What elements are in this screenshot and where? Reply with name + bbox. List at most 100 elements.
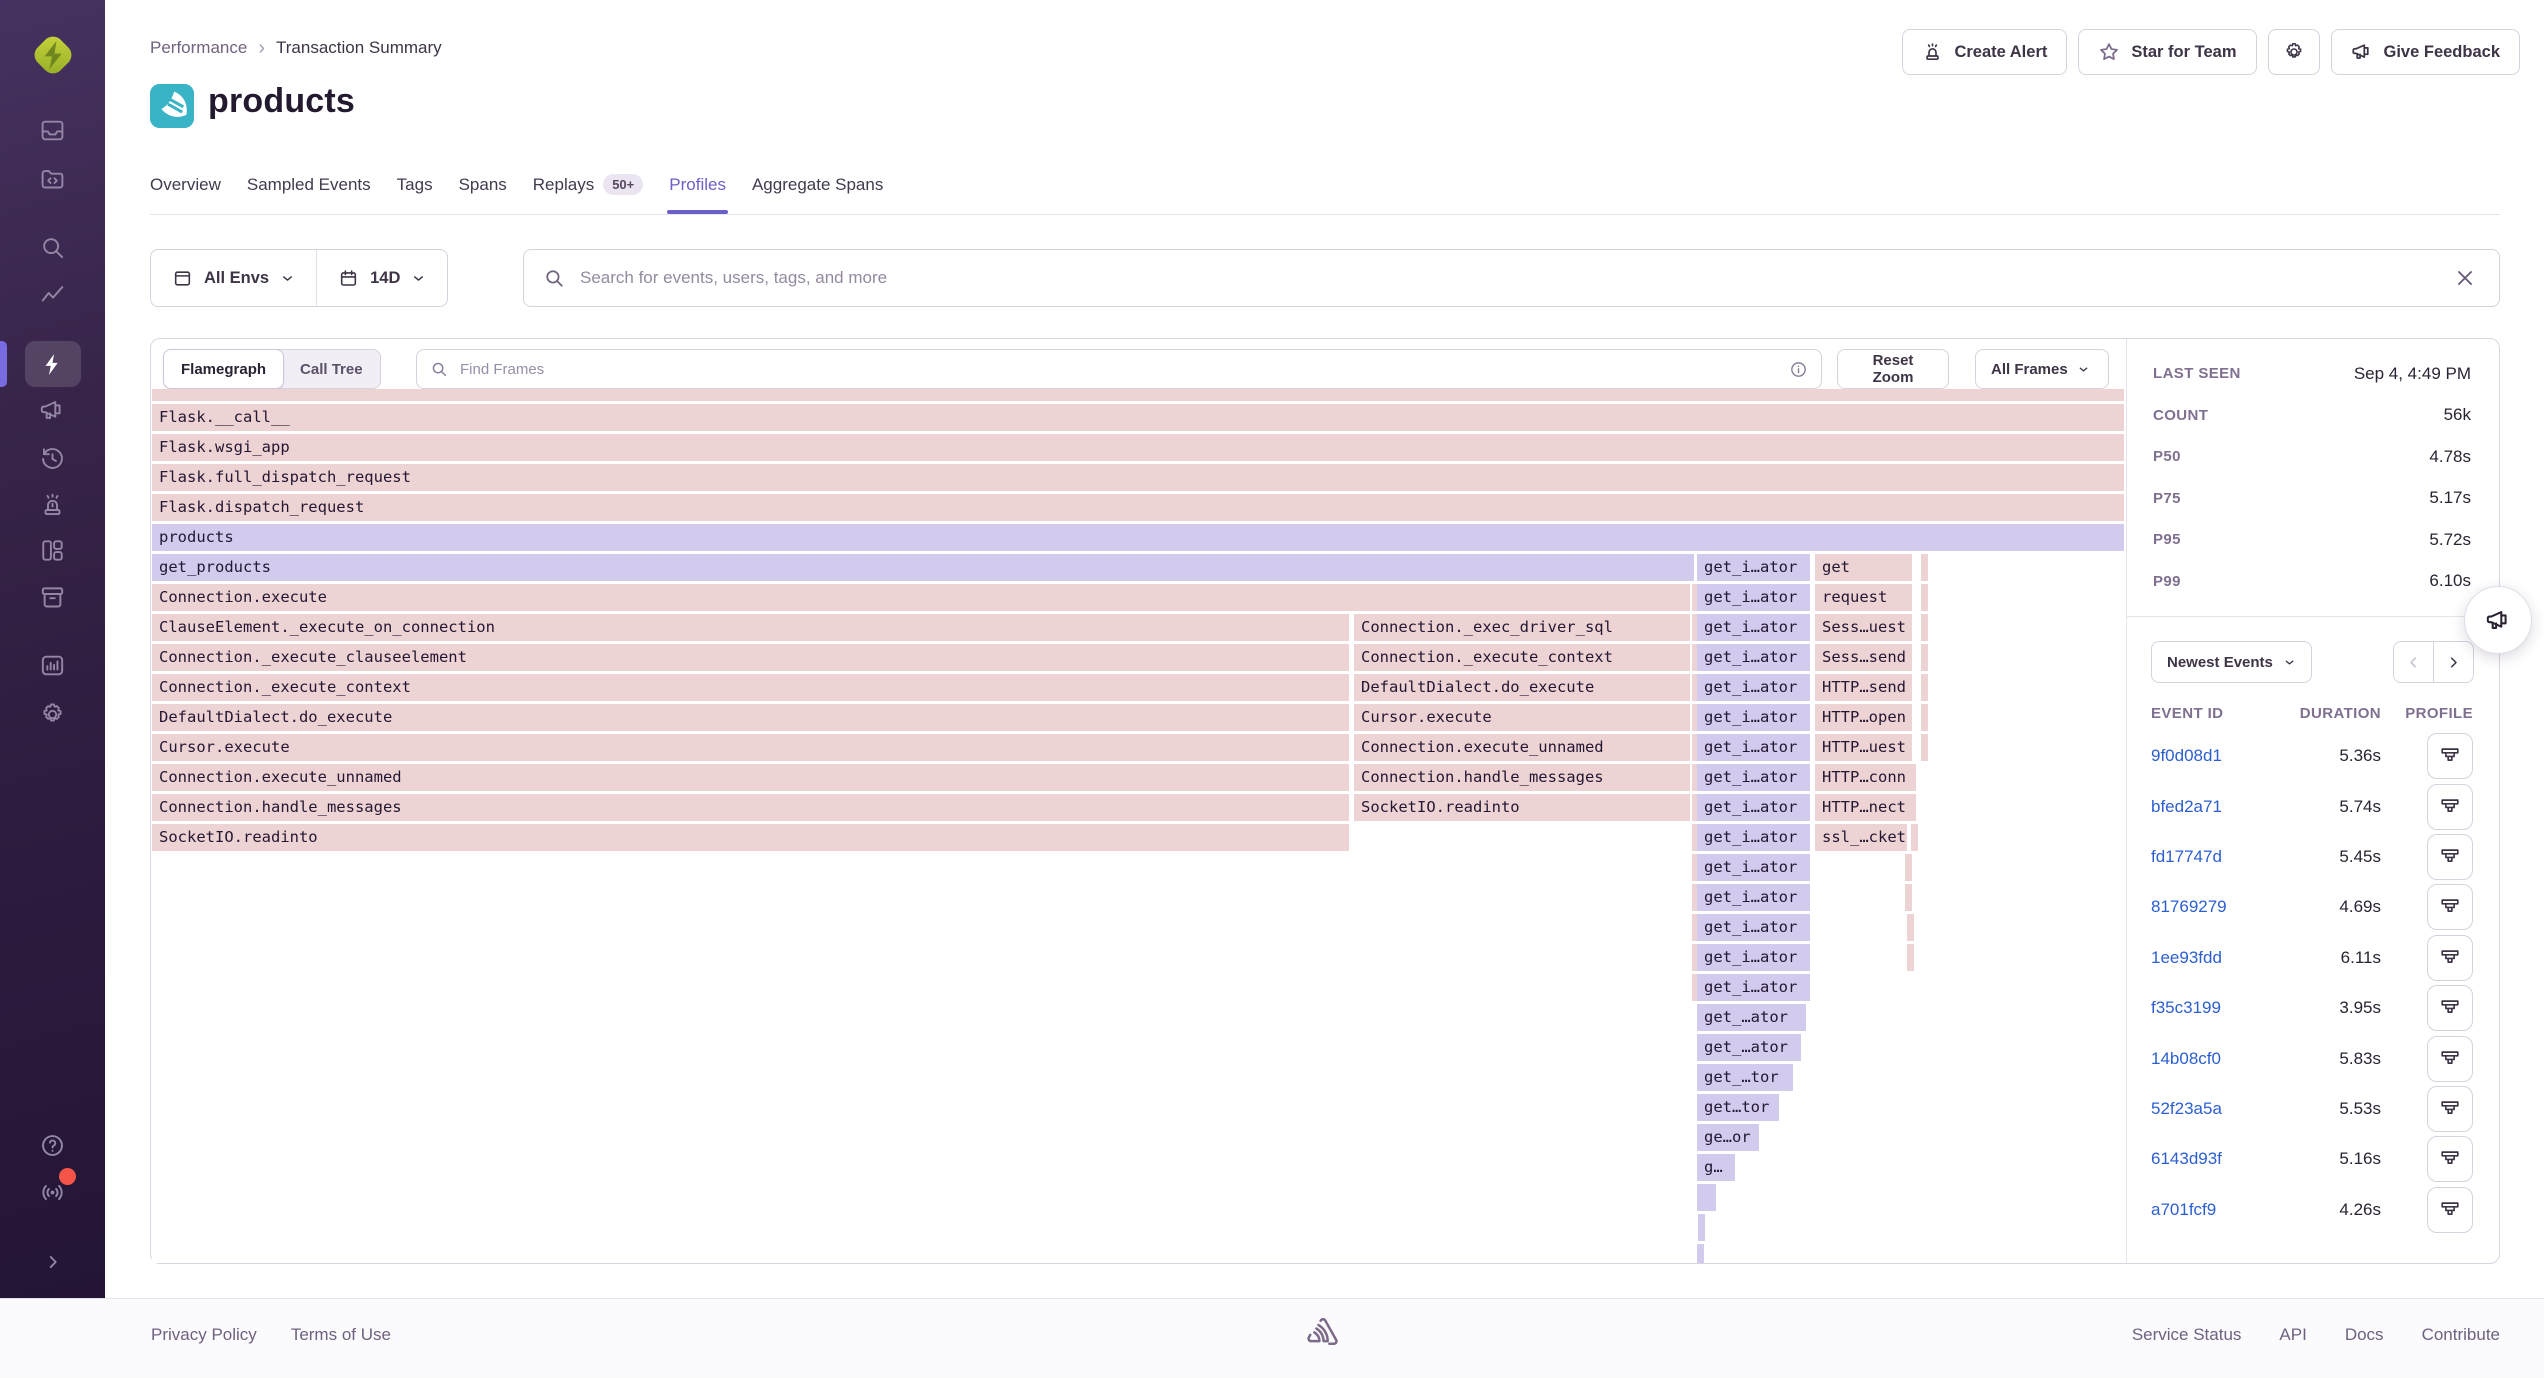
flame-frame[interactable]: Flask.wsgi_app bbox=[152, 434, 2124, 461]
flame-frame[interactable] bbox=[1692, 824, 1699, 851]
flame-frame[interactable]: Cursor.execute bbox=[152, 734, 1349, 761]
reset-zoom-button[interactable]: Reset Zoom bbox=[1837, 349, 1949, 389]
flame-frame[interactable] bbox=[1692, 704, 1699, 731]
flame-frame[interactable]: Flask.__call__ bbox=[152, 404, 2124, 431]
flame-frame[interactable] bbox=[1692, 944, 1699, 971]
flame-frame[interactable]: get_products bbox=[152, 554, 1694, 581]
flame-frame[interactable]: get_i…ator bbox=[1697, 794, 1810, 821]
flame-frame[interactable]: HTTP…open bbox=[1815, 704, 1912, 731]
open-profile-button[interactable] bbox=[2427, 783, 2473, 830]
floating-feedback-button[interactable] bbox=[2464, 586, 2532, 654]
event-id-link[interactable]: fd17747d bbox=[2151, 846, 2222, 866]
sidebar-item-stats[interactable] bbox=[0, 272, 105, 318]
flame-frame[interactable] bbox=[1698, 1214, 1705, 1241]
footer-link-service-status[interactable]: Service Status bbox=[2131, 1325, 2242, 1344]
view-toggle-call-tree[interactable]: Call Tree bbox=[300, 360, 363, 378]
flame-frame[interactable]: ge…or bbox=[1697, 1124, 1759, 1151]
flame-frame[interactable] bbox=[1692, 614, 1699, 641]
flame-frame[interactable]: Connection.handle_messages bbox=[152, 794, 1349, 821]
flame-frame[interactable]: g… bbox=[1697, 1154, 1735, 1181]
event-id-link[interactable]: bfed2a71 bbox=[2151, 796, 2222, 816]
event-id-link[interactable]: f35c3199 bbox=[2151, 998, 2221, 1018]
flame-frame[interactable]: get_i…ator bbox=[1697, 584, 1810, 611]
clear-search-icon[interactable] bbox=[2450, 263, 2480, 293]
flame-frame[interactable] bbox=[1909, 794, 1916, 821]
sidebar-item-search[interactable] bbox=[0, 224, 105, 270]
sidebar-item-settings[interactable] bbox=[0, 691, 105, 737]
flame-frame[interactable]: ClauseElement._execute_on_connection bbox=[152, 614, 1349, 641]
view-toggle-flamegraph[interactable]: Flamegraph bbox=[163, 349, 285, 389]
tab-overview[interactable]: Overview bbox=[150, 174, 221, 214]
flame-frame[interactable]: get_i…ator bbox=[1697, 854, 1810, 881]
flame-frame[interactable]: Connection.execute bbox=[152, 584, 1690, 611]
flame-frame[interactable]: get_i…ator bbox=[1697, 764, 1810, 791]
flame-frame[interactable] bbox=[1697, 1244, 1704, 1263]
find-frames-input[interactable] bbox=[458, 359, 1779, 379]
flame-frame[interactable]: get_i…ator bbox=[1697, 644, 1810, 671]
flame-frame[interactable]: DefaultDialect.do_execute bbox=[152, 704, 1349, 731]
flame-frame[interactable]: get_i…ator bbox=[1697, 974, 1810, 1001]
flame-frame[interactable]: get_i…ator bbox=[1697, 674, 1810, 701]
flame-frame[interactable] bbox=[1692, 794, 1699, 821]
flame-frame[interactable] bbox=[1921, 614, 1928, 641]
flame-frame[interactable] bbox=[1905, 884, 1912, 911]
date-range-selector[interactable]: 14D bbox=[316, 250, 447, 306]
sidebar-item-alerts[interactable] bbox=[0, 482, 105, 528]
sidebar-item-projects[interactable] bbox=[0, 155, 105, 201]
tab-replays[interactable]: Replays 50+ bbox=[533, 174, 644, 214]
event-id-link[interactable]: 9f0d08d1 bbox=[2151, 746, 2222, 766]
tab-aggregate-spans[interactable]: Aggregate Spans bbox=[752, 174, 883, 214]
flame-frame[interactable] bbox=[1692, 914, 1699, 941]
flame-frame[interactable]: products bbox=[152, 524, 2124, 551]
flame-frame[interactable]: get_i…ator bbox=[1697, 704, 1810, 731]
flame-frame[interactable]: ssl_…cket bbox=[1815, 824, 1907, 851]
flame-frame[interactable] bbox=[1692, 764, 1699, 791]
flame-frame[interactable]: Connection._execute_context bbox=[1354, 644, 1690, 671]
open-profile-button[interactable] bbox=[2427, 884, 2473, 931]
footer-link-api[interactable]: API bbox=[2279, 1325, 2307, 1344]
flame-frame[interactable]: Connection._execute_clauseelement bbox=[152, 644, 1349, 671]
open-profile-button[interactable] bbox=[2427, 1035, 2473, 1082]
flame-frame[interactable]: get_i…ator bbox=[1697, 914, 1810, 941]
open-profile-button[interactable] bbox=[2427, 934, 2473, 981]
info-icon[interactable] bbox=[1789, 360, 1808, 379]
flame-frame[interactable]: SocketIO.readinto bbox=[152, 824, 1349, 851]
open-profile-button[interactable] bbox=[2427, 1085, 2473, 1132]
tab-spans[interactable]: Spans bbox=[459, 174, 507, 214]
event-sort-dropdown[interactable]: Newest Events bbox=[2151, 641, 2312, 683]
give-feedback-button[interactable]: Give Feedback bbox=[2330, 29, 2520, 75]
flame-frame[interactable]: get_i…ator bbox=[1697, 884, 1810, 911]
flame-frame[interactable]: get_i…ator bbox=[1697, 614, 1810, 641]
open-profile-button[interactable] bbox=[2427, 833, 2473, 880]
flame-frame[interactable] bbox=[1921, 554, 1928, 581]
flame-frame[interactable]: get bbox=[1815, 554, 1912, 581]
sidebar-item-help[interactable] bbox=[0, 1122, 105, 1168]
flame-frame[interactable] bbox=[1692, 974, 1699, 1001]
search-input[interactable] bbox=[578, 267, 2437, 289]
flame-frame[interactable] bbox=[1697, 1184, 1716, 1211]
flame-frame[interactable] bbox=[1921, 644, 1928, 671]
flame-frame[interactable] bbox=[1907, 914, 1914, 941]
next-page-button[interactable] bbox=[2433, 641, 2474, 683]
flame-frame[interactable]: get_i…ator bbox=[1697, 824, 1810, 851]
tab-sampled-events[interactable]: Sampled Events bbox=[247, 174, 371, 214]
flame-frame[interactable]: get_i…ator bbox=[1697, 944, 1810, 971]
tab-tags[interactable]: Tags bbox=[397, 174, 433, 214]
frame-filter-dropdown[interactable]: All Frames bbox=[1975, 349, 2109, 389]
flame-frame[interactable] bbox=[1909, 764, 1916, 791]
sidebar-item-monitors[interactable] bbox=[0, 642, 105, 688]
flame-frame[interactable]: Flask.full_dispatch_request bbox=[152, 464, 2124, 491]
flame-frame[interactable]: Connection.execute_unnamed bbox=[1354, 734, 1690, 761]
flame-frame[interactable]: HTTP…nect bbox=[1815, 794, 1912, 821]
sidebar-item-replays[interactable] bbox=[0, 435, 105, 481]
flame-frame[interactable] bbox=[1692, 734, 1699, 761]
sidebar-collapse-button[interactable] bbox=[0, 1239, 105, 1285]
event-id-link[interactable]: 1ee93fdd bbox=[2151, 947, 2222, 967]
flame-frame[interactable] bbox=[1911, 824, 1918, 851]
flame-frame[interactable]: get_…ator bbox=[1697, 1004, 1806, 1031]
flame-frame[interactable]: DefaultDialect.do_execute bbox=[1354, 674, 1690, 701]
open-profile-button[interactable] bbox=[2427, 985, 2473, 1032]
flame-frame[interactable] bbox=[152, 389, 2124, 401]
flame-frame[interactable]: SocketIO.readinto bbox=[1354, 794, 1690, 821]
flame-frame[interactable]: Sess…send bbox=[1815, 644, 1912, 671]
